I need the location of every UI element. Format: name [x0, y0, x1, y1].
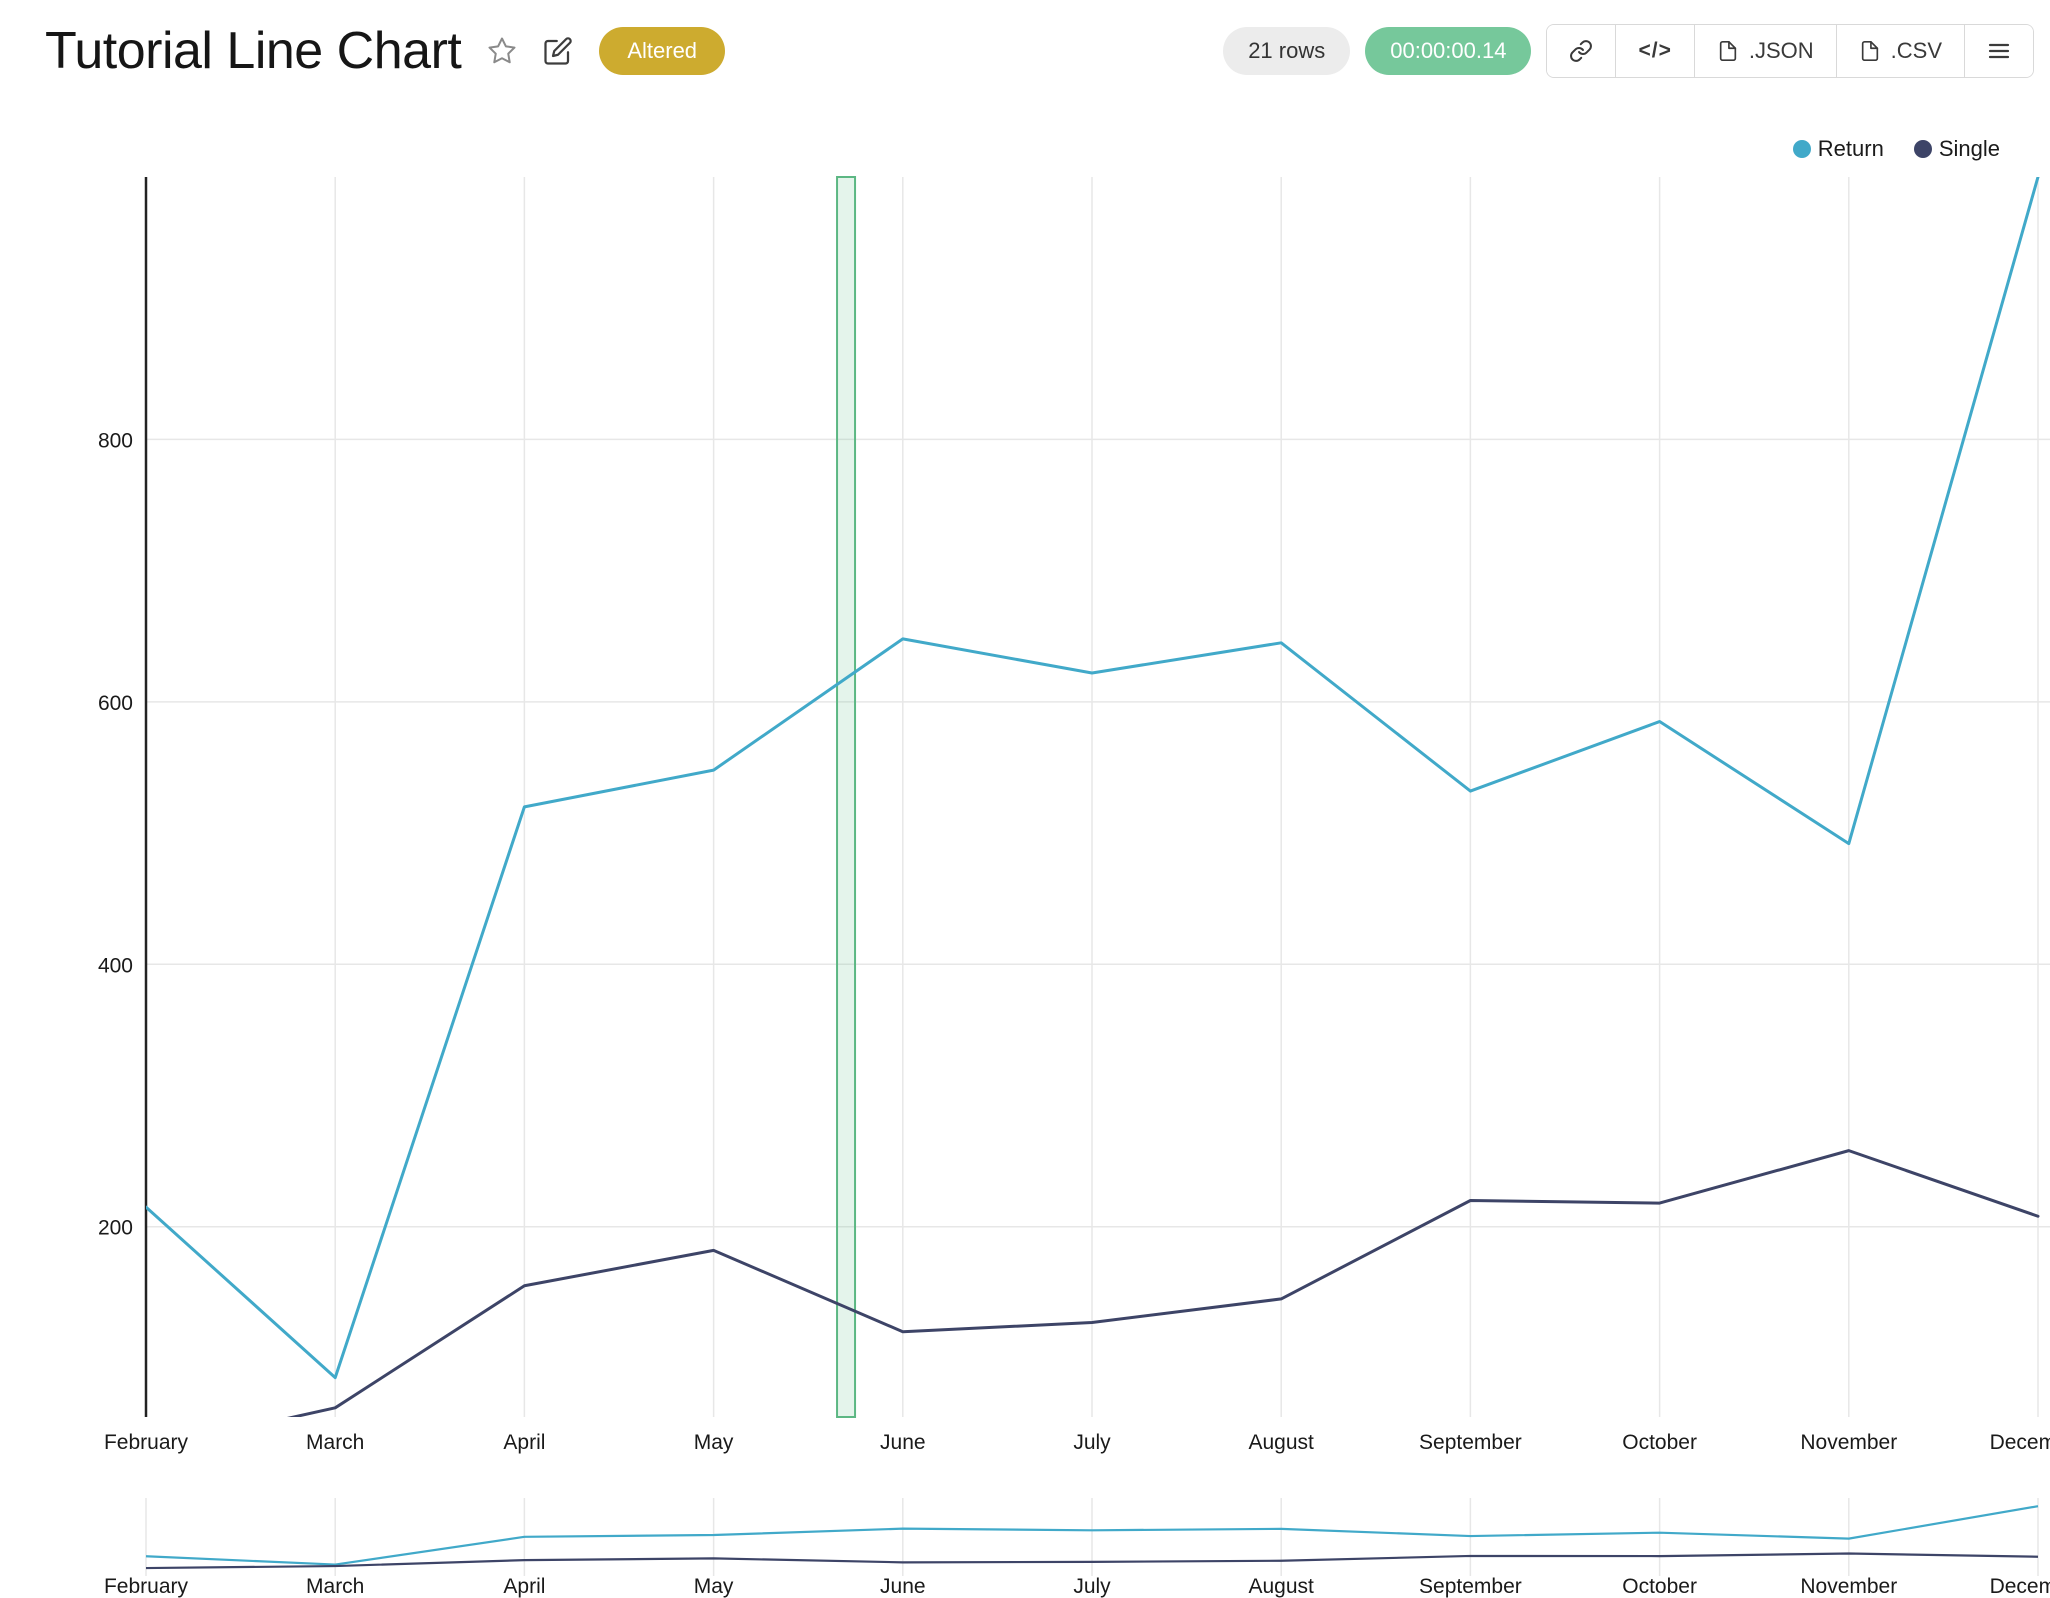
- star-icon: [488, 37, 516, 64]
- svg-text:400: 400: [98, 954, 133, 977]
- header-bar: Tutorial Line Chart Altered 21 rows 00:0…: [45, 24, 2034, 78]
- svg-text:February: February: [104, 1431, 189, 1454]
- edit-pencil-icon: [544, 37, 573, 65]
- svg-text:July: July: [1073, 1431, 1111, 1454]
- svg-text:April: April: [503, 1575, 545, 1598]
- json-button-label: .JSON: [1748, 38, 1814, 63]
- svg-text:October: October: [1622, 1431, 1697, 1454]
- svg-text:September: September: [1419, 1431, 1522, 1454]
- svg-text:March: March: [306, 1431, 364, 1454]
- page-title: Tutorial Line Chart: [45, 22, 462, 80]
- single-series-dot: [1913, 140, 1932, 158]
- chain-link-icon: [1570, 40, 1593, 62]
- svg-text:June: June: [880, 1575, 926, 1598]
- svg-text:July: July: [1073, 1575, 1111, 1598]
- svg-text:May: May: [694, 1431, 734, 1454]
- menu-button[interactable]: [1964, 25, 2033, 77]
- svg-text:October: October: [1622, 1575, 1697, 1598]
- download-json-button[interactable]: .JSON: [1693, 25, 1836, 77]
- svg-text:600: 600: [98, 692, 133, 715]
- csv-button-label: .CSV: [1890, 38, 1942, 63]
- legend-label-single: Single: [1938, 136, 2000, 161]
- svg-text:June: June: [880, 1431, 926, 1454]
- code-icon: </>: [1638, 39, 1672, 62]
- favorite-star-button[interactable]: [487, 36, 517, 66]
- chart-legend: Return Single: [1792, 136, 2000, 162]
- file-icon: [1719, 41, 1737, 61]
- download-csv-button[interactable]: .CSV: [1835, 25, 1964, 77]
- file-icon: [1861, 41, 1878, 61]
- result-toolbar: 21 rows 00:00:00.14 </> .JSON .CSV: [1223, 24, 2034, 78]
- query-timer-badge: 00:00:00.14: [1365, 27, 1532, 75]
- edit-button[interactable]: [543, 36, 573, 66]
- svg-text:March: March: [306, 1575, 364, 1598]
- svg-text:200: 200: [98, 1217, 133, 1240]
- legend-item-return[interactable]: Return: [1792, 136, 1884, 162]
- svg-text:800: 800: [98, 429, 133, 452]
- legend-item-single[interactable]: Single: [1913, 136, 2000, 162]
- svg-text:November: November: [1800, 1575, 1897, 1598]
- embed-code-button[interactable]: </>: [1615, 25, 1694, 77]
- svg-text:November: November: [1800, 1431, 1897, 1454]
- svg-text:April: April: [503, 1431, 545, 1454]
- svg-text:May: May: [694, 1575, 734, 1598]
- legend-label-return: Return: [1817, 136, 1884, 161]
- svg-text:September: September: [1419, 1575, 1522, 1598]
- altered-badge: Altered: [599, 27, 726, 75]
- share-link-button[interactable]: [1547, 25, 1616, 77]
- export-button-group: </> .JSON .CSV: [1546, 24, 2034, 78]
- return-series-dot: [1792, 140, 1811, 158]
- hamburger-icon: [1988, 43, 2010, 59]
- svg-text:August: August: [1249, 1431, 1315, 1454]
- row-count-badge: 21 rows: [1223, 27, 1351, 75]
- svg-text:December: December: [1990, 1575, 2050, 1598]
- svg-text:December: December: [1990, 1431, 2050, 1454]
- svg-text:February: February: [104, 1575, 189, 1598]
- svg-text:August: August: [1249, 1575, 1315, 1598]
